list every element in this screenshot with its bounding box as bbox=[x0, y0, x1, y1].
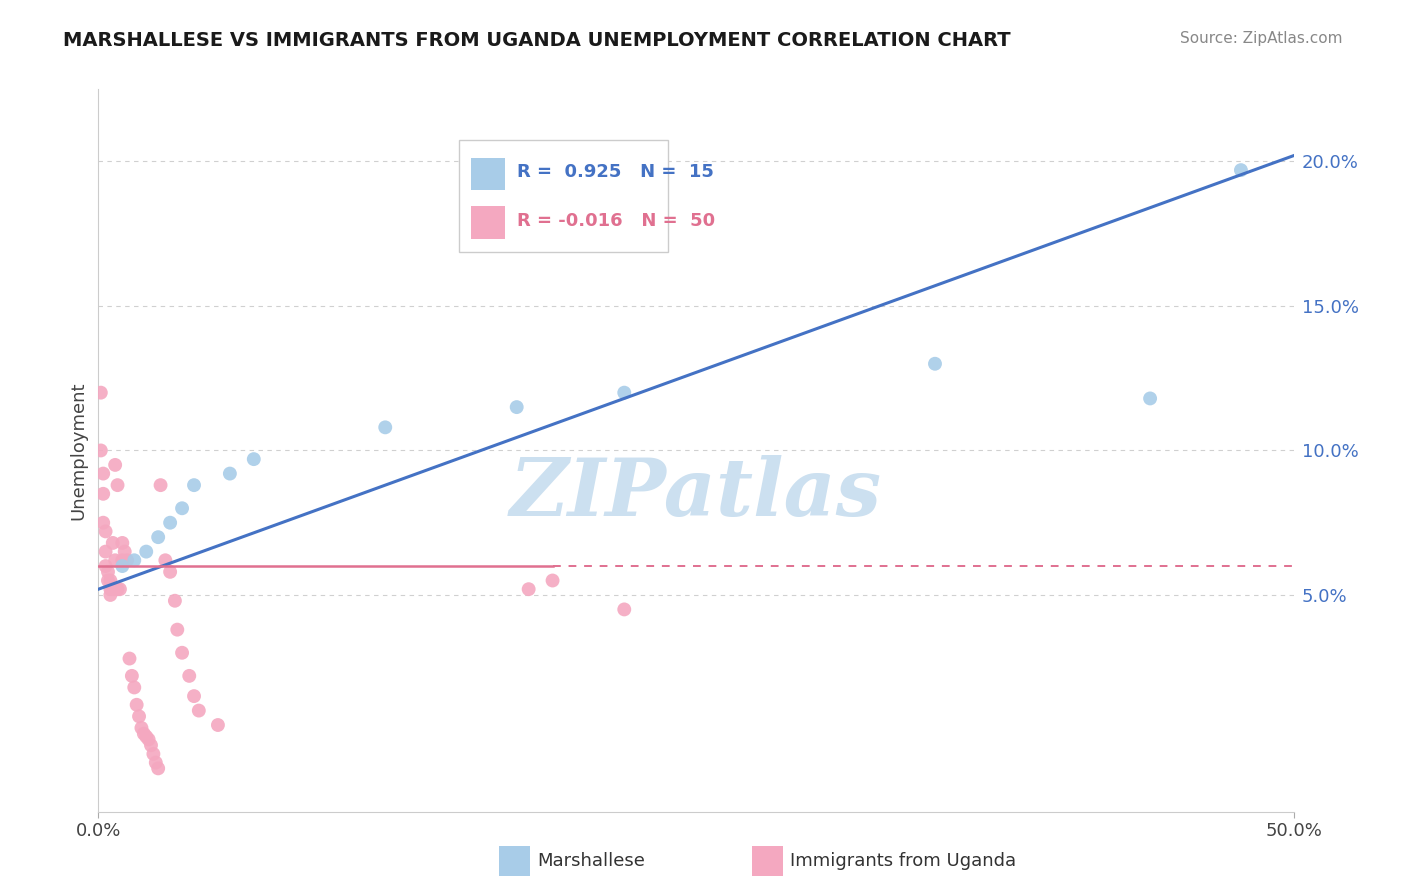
Text: Marshallese: Marshallese bbox=[537, 852, 645, 870]
FancyBboxPatch shape bbox=[471, 206, 505, 239]
Point bbox=[135, 544, 157, 558]
Point bbox=[91, 516, 114, 530]
Point bbox=[91, 467, 114, 481]
Point bbox=[97, 574, 120, 588]
FancyBboxPatch shape bbox=[471, 158, 505, 190]
Point bbox=[121, 669, 143, 683]
Text: MARSHALLESE VS IMMIGRANTS FROM UGANDA UNEMPLOYMENT CORRELATION CHART: MARSHALLESE VS IMMIGRANTS FROM UGANDA UN… bbox=[63, 31, 1011, 50]
Point bbox=[159, 516, 181, 530]
Y-axis label: Unemployment: Unemployment bbox=[69, 381, 87, 520]
Point bbox=[101, 536, 124, 550]
Point bbox=[111, 536, 134, 550]
Point bbox=[124, 553, 146, 567]
Point bbox=[94, 524, 117, 539]
Point bbox=[924, 357, 946, 371]
Point bbox=[183, 478, 205, 492]
Point bbox=[104, 553, 127, 567]
Point bbox=[101, 582, 124, 597]
Point bbox=[111, 553, 134, 567]
Point bbox=[166, 623, 188, 637]
Point bbox=[132, 727, 155, 741]
Point bbox=[172, 501, 194, 516]
Point bbox=[207, 718, 229, 732]
Point bbox=[94, 559, 117, 574]
Point bbox=[179, 669, 201, 683]
Point bbox=[541, 574, 564, 588]
Point bbox=[94, 544, 117, 558]
Text: R =  0.925   N =  15: R = 0.925 N = 15 bbox=[517, 163, 714, 181]
Point bbox=[91, 487, 114, 501]
Point bbox=[108, 582, 131, 597]
Point bbox=[115, 553, 138, 567]
Point bbox=[90, 443, 112, 458]
Point bbox=[155, 553, 177, 567]
Point bbox=[107, 582, 129, 597]
Point bbox=[98, 588, 122, 602]
Point bbox=[219, 467, 242, 481]
Point bbox=[131, 721, 153, 735]
Point bbox=[98, 582, 122, 597]
Point bbox=[517, 582, 540, 597]
Text: Immigrants from Uganda: Immigrants from Uganda bbox=[790, 852, 1017, 870]
Point bbox=[139, 738, 162, 752]
Point bbox=[183, 689, 205, 703]
Point bbox=[159, 565, 181, 579]
Point bbox=[135, 730, 157, 744]
Point bbox=[107, 478, 129, 492]
Point bbox=[125, 698, 148, 712]
Text: R = -0.016   N =  50: R = -0.016 N = 50 bbox=[517, 211, 714, 230]
Point bbox=[172, 646, 194, 660]
Text: ZIPatlas: ZIPatlas bbox=[510, 455, 882, 533]
Point bbox=[90, 385, 112, 400]
Point bbox=[138, 732, 160, 747]
Point bbox=[374, 420, 396, 434]
Point bbox=[97, 565, 120, 579]
Point bbox=[163, 593, 186, 607]
Point bbox=[506, 400, 529, 414]
Point bbox=[149, 478, 172, 492]
Point bbox=[104, 458, 127, 472]
Point bbox=[111, 559, 134, 574]
Point bbox=[128, 709, 150, 723]
Point bbox=[613, 385, 636, 400]
FancyBboxPatch shape bbox=[460, 140, 668, 252]
Point bbox=[148, 761, 170, 775]
Point bbox=[145, 756, 167, 770]
Point bbox=[142, 747, 165, 761]
Point bbox=[243, 452, 266, 467]
Point bbox=[118, 651, 141, 665]
Point bbox=[1230, 163, 1253, 178]
Point bbox=[98, 574, 122, 588]
Point bbox=[148, 530, 170, 544]
Point bbox=[114, 544, 136, 558]
Point bbox=[187, 704, 209, 718]
Point bbox=[613, 602, 636, 616]
Point bbox=[124, 681, 146, 695]
Point bbox=[1139, 392, 1161, 406]
Text: Source: ZipAtlas.com: Source: ZipAtlas.com bbox=[1180, 31, 1343, 46]
